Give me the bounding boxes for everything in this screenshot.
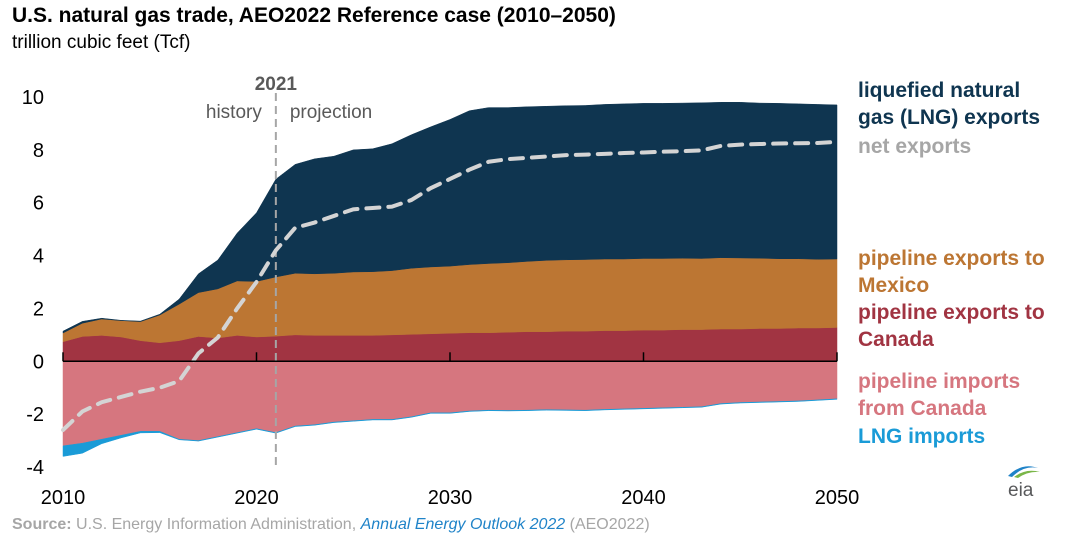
legend-label-line: LNG imports (858, 425, 985, 448)
source-text: U.S. Energy Information Administration, (71, 516, 361, 533)
legend-label-pipeline-mexico: pipeline exports to Mexico (858, 247, 1045, 297)
y-tick-label: 4 (33, 246, 44, 268)
source-publication-link[interactable]: Annual Energy Outlook 2022 (360, 516, 566, 533)
y-tick-label: 10 (22, 87, 44, 109)
logo-swoosh-green (1014, 470, 1040, 478)
y-tick-label: -2 (26, 404, 44, 426)
legend-label-line: net exports (858, 135, 971, 158)
area-lng-imports (62, 398, 838, 457)
y-tick-label: 2 (33, 298, 44, 320)
legend-label-line: gas (LNG) exports (858, 106, 1040, 129)
area-layer (62, 102, 838, 457)
history-label: history (206, 102, 262, 123)
legend-label-pipeline-imports-canada: pipeline imports from Canada (858, 370, 1020, 420)
legend-label-lng-exports: liquefied natural gas (LNG) exports (858, 79, 1040, 129)
net-exports-line-layer (61, 139, 839, 432)
x-tick-label: 2050 (815, 487, 860, 509)
x-tick-label: 2010 (41, 487, 86, 509)
legend: liquefied natural gas (LNG) exports net ex… (858, 79, 1045, 448)
x-tick-label: 2020 (234, 487, 279, 509)
chart-title: U.S. natural gas trade, AEO2022 Referenc… (12, 4, 616, 27)
legend-label-line: liquefied natural (858, 79, 1020, 102)
legend-label-line: pipeline exports to (858, 247, 1045, 270)
legend-label-line: Mexico (858, 274, 929, 297)
marker-year-label: 2021 (255, 74, 298, 95)
legend-label-line: pipeline exports to (858, 301, 1045, 324)
source-note: Source: U.S. Energy Information Administ… (12, 516, 650, 534)
legend-label-line: pipeline imports (858, 370, 1020, 393)
eia-logo: eia (1008, 466, 1040, 501)
legend-label-lng-imports: LNG imports (858, 425, 985, 448)
y-tick-label: 6 (33, 193, 44, 215)
source-suffix: (AEO2022) (565, 516, 650, 533)
y-tick-label: -4 (26, 457, 44, 479)
y-tick-label: 0 (33, 351, 44, 373)
x-tick-label: 2030 (428, 487, 473, 509)
projection-label: projection (290, 102, 372, 123)
net-exports-line (61, 139, 839, 432)
legend-label-line: Canada (858, 328, 934, 351)
y-tick-label: 8 (33, 140, 44, 162)
axes-layer: 2010 2020 2030 2040 2050 -4 -2 0 2 4 6 8 10 (22, 87, 860, 509)
legend-label-line: from Canada (858, 397, 987, 420)
chart-subtitle: trillion cubic feet (Tcf) (12, 32, 191, 53)
legend-label-pipeline-canada-exports: pipeline exports to Canada (858, 301, 1045, 351)
history-projection-marker: 2021 history projection (206, 74, 372, 467)
area-lng-exports (62, 102, 838, 334)
legend-label-net-exports-label: net exports (858, 135, 971, 158)
logo-swoosh-blue (1008, 466, 1038, 477)
x-tick-label: 2040 (621, 487, 666, 509)
logo-text: eia (1008, 480, 1034, 501)
source-label: Source: (12, 516, 72, 533)
